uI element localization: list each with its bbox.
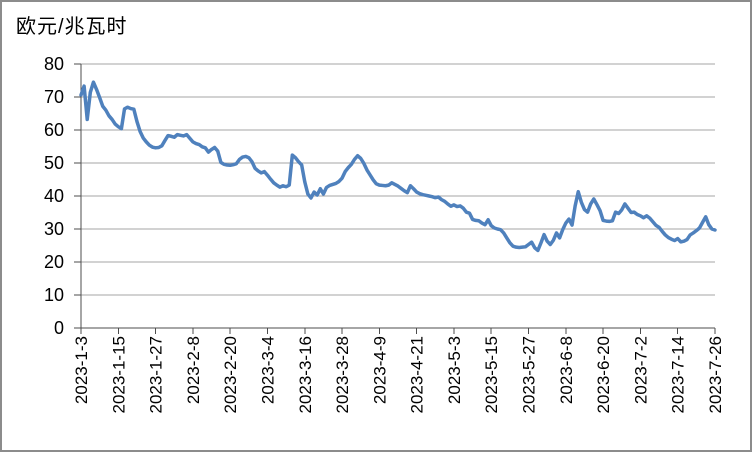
y-tick-label: 0 xyxy=(54,318,64,338)
y-tick-label: 60 xyxy=(44,120,64,140)
x-tick-label: 2023-5-27 xyxy=(520,336,539,414)
y-tick-label: 80 xyxy=(44,54,64,74)
x-tick-label: 2023-5-15 xyxy=(482,336,501,414)
y-tick-label: 70 xyxy=(44,87,64,107)
x-tick-label: 2023-7-2 xyxy=(631,336,650,404)
chart-title: 欧元/兆瓦时 xyxy=(16,16,128,38)
x-tick-label: 2023-7-26 xyxy=(706,336,725,414)
x-tick-label: 2023-7-14 xyxy=(669,336,688,414)
x-tick-label: 2023-1-27 xyxy=(147,336,166,414)
x-tick-label: 2023-1-15 xyxy=(109,336,128,414)
y-tick-label: 10 xyxy=(44,285,64,305)
series-line xyxy=(79,80,717,253)
x-tick-label: 2023-1-3 xyxy=(72,336,91,404)
x-tick-label: 2023-6-8 xyxy=(557,336,576,404)
x-tick-label: 2023-3-28 xyxy=(333,336,352,414)
x-tick-label: 2023-3-4 xyxy=(258,336,277,404)
x-tick-label: 2023-2-20 xyxy=(221,336,240,414)
y-tick-label: 20 xyxy=(44,252,64,272)
x-tick-label: 2023-5-3 xyxy=(445,336,464,404)
y-tick-label: 30 xyxy=(44,219,64,239)
x-tick-label: 2023-4-21 xyxy=(408,336,427,414)
x-tick-label: 2023-3-16 xyxy=(296,336,315,414)
x-tick-label: 2023-4-9 xyxy=(370,336,389,404)
y-tick-label: 40 xyxy=(44,186,64,206)
x-tick-label: 2023-6-20 xyxy=(594,336,613,414)
x-tick-label: 2023-2-8 xyxy=(184,336,203,404)
y-tick-label: 50 xyxy=(44,153,64,173)
